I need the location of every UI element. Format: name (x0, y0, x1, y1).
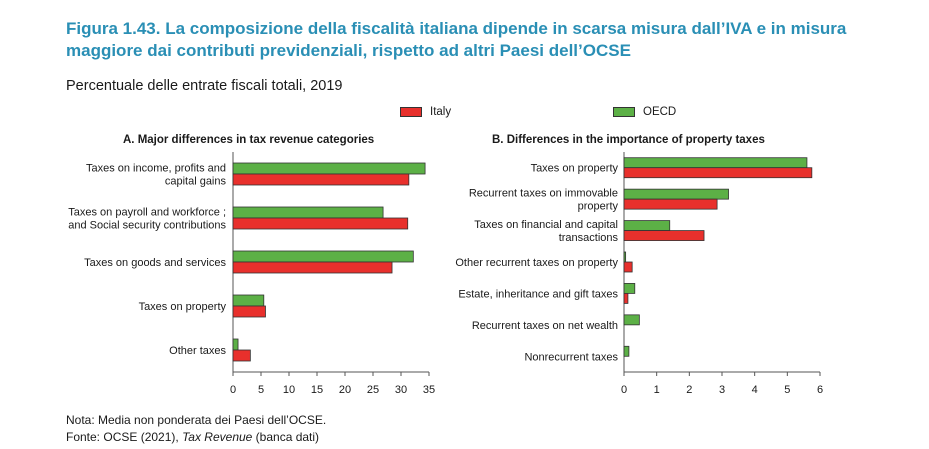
x-tick-label: 30 (395, 384, 407, 396)
bar-italy (623, 198, 718, 210)
category-label: Taxes on property (139, 301, 227, 313)
bar-italy (623, 261, 633, 273)
bar-oecd (232, 294, 265, 307)
category-label: Other taxes (169, 345, 226, 357)
category-label: Taxes on payroll and workforce ; (68, 207, 226, 219)
x-tick-label: 4 (752, 384, 758, 396)
category-label: property (578, 201, 619, 213)
bar-italy (623, 230, 705, 241)
category-label: Taxes on income, profits and (86, 163, 226, 175)
legend-swatch-oecd (613, 107, 635, 117)
bar-oecd (623, 314, 640, 326)
bar-oecd (232, 338, 239, 351)
figure-title: Figura 1.43. La composizione della fisca… (66, 19, 847, 60)
legend-label-italy: Italy (430, 106, 452, 118)
x-tick-label: 15 (311, 384, 323, 396)
category-label: Other recurrent taxes on property (455, 257, 618, 269)
legend-item-italy: Italy (400, 106, 451, 118)
category-label: and Social security contributions (68, 220, 226, 232)
category-label: Recurrent taxes on immovable (469, 188, 618, 200)
bar-oecd (623, 157, 808, 169)
note-text: Nota: Media non ponderata dei Paesi dell… (66, 413, 327, 427)
x-tick-label: 2 (686, 384, 692, 396)
bar-italy (623, 293, 629, 304)
bar-oecd (623, 283, 636, 294)
category-label: capital gains (165, 176, 227, 188)
bar-italy (232, 217, 409, 230)
x-tick-label: 0 (230, 384, 236, 396)
category-label: Taxes on financial and capital (474, 219, 618, 231)
bar-oecd (623, 251, 627, 263)
category-label: Estate, inheritance and gift taxes (458, 288, 618, 300)
category-label: Taxes on goods and services (84, 257, 226, 269)
bar-italy (232, 261, 393, 274)
x-tick-label: 10 (283, 384, 295, 396)
panel-a-title: A. Major differences in tax revenue cate… (123, 134, 375, 146)
x-tick-label: 3 (719, 384, 725, 396)
bar-italy (232, 305, 266, 318)
bar-oecd (623, 220, 671, 231)
category-label: Nonrecurrent taxes (524, 351, 618, 363)
legend-swatch-italy (400, 107, 422, 117)
bar-oecd (232, 250, 414, 263)
source-text: Fonte: OCSE (2021), Tax Revenue (banca d… (66, 429, 326, 446)
category-label: Taxes on property (531, 163, 619, 175)
notes: Nota: Media non ponderata dei Paesi dell… (66, 412, 326, 446)
x-tick-label: 35 (423, 384, 435, 396)
bar-italy (623, 167, 813, 179)
category-label: transactions (559, 232, 619, 244)
source-suffix: (banca dati) (252, 430, 320, 444)
bar-oecd (232, 206, 384, 219)
x-tick-label: 0 (621, 384, 627, 396)
x-tick-label: 5 (258, 384, 264, 396)
x-tick-label: 20 (339, 384, 351, 396)
bar-italy (232, 349, 251, 362)
legend-item-oecd: OECD (613, 106, 676, 118)
source-prefix: Fonte: OCSE (2021), (66, 430, 183, 444)
panel-b-title: B. Differences in the importance of prop… (492, 134, 765, 146)
bar-oecd (623, 188, 729, 200)
legend-label-oecd: OECD (643, 106, 677, 118)
source-title: Tax Revenue (182, 430, 253, 444)
bar-oecd (232, 162, 426, 175)
figure-subtitle: Percentuale delle entrate fiscali totali… (66, 78, 343, 94)
bar-oecd (623, 345, 630, 357)
bar-italy (232, 173, 410, 186)
x-tick-label: 6 (817, 384, 823, 396)
category-label: Recurrent taxes on net wealth (472, 320, 618, 332)
x-tick-label: 1 (654, 384, 660, 396)
x-tick-label: 5 (784, 384, 790, 396)
x-tick-label: 25 (367, 384, 379, 396)
